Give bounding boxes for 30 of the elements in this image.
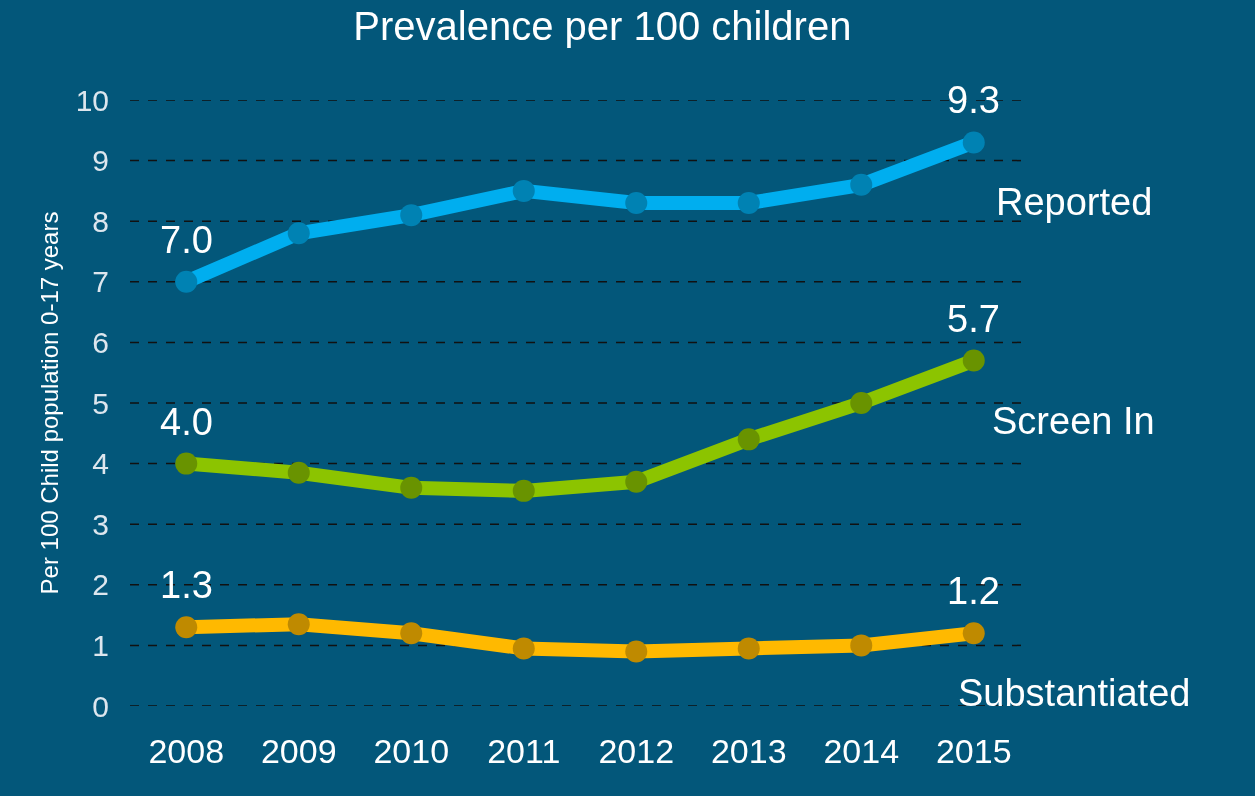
x-tick-label: 2015 (935, 732, 1012, 770)
data-label: 9.3 (947, 79, 1000, 121)
x-tick-label: 2012 (598, 732, 675, 770)
x-tick-label: 2013 (710, 732, 787, 770)
y-tick-label: 5 (92, 386, 109, 420)
data-label: 1.2 (947, 570, 1000, 612)
x-tick-label: 2009 (260, 732, 337, 770)
x-tick-label: 2014 (823, 732, 900, 770)
y-tick-label: 10 (75, 83, 109, 117)
y-tick-label: 8 (92, 204, 109, 238)
series-label: Screen In (992, 400, 1155, 442)
y-tick-label: 0 (92, 689, 109, 723)
y-tick-label: 6 (92, 325, 109, 359)
data-label: 4.0 (160, 401, 213, 443)
y-tick-label: 9 (92, 144, 109, 178)
y-tick-label: 7 (92, 265, 109, 299)
series-label: Reported (996, 181, 1153, 223)
chart-title: Prevalence per 100 children (353, 3, 852, 48)
y-axis-title: Per 100 Child population 0-17 years (35, 211, 63, 595)
data-label: 7.0 (160, 219, 213, 261)
data-label: 1.3 (160, 564, 213, 606)
y-tick-label: 4 (92, 447, 109, 481)
y-tick-label: 2 (92, 568, 109, 602)
x-tick-label: 2010 (373, 732, 450, 770)
series-label: Substantiated (958, 672, 1191, 714)
y-tick-label: 1 (92, 628, 109, 662)
data-label: 5.7 (947, 298, 1000, 340)
x-tick-label: 2008 (148, 732, 225, 770)
y-tick-label: 3 (92, 507, 109, 541)
x-tick-label: 2011 (487, 732, 561, 770)
